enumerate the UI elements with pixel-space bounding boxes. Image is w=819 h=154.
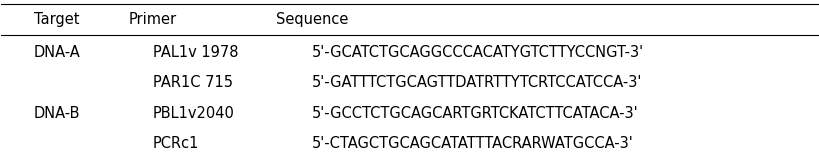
Text: PBL1v2040: PBL1v2040 (152, 105, 234, 121)
Text: DNA-B: DNA-B (34, 105, 80, 121)
Text: DNA-A: DNA-A (34, 45, 81, 60)
Text: PAR1C 715: PAR1C 715 (152, 75, 233, 90)
Text: Sequence: Sequence (275, 12, 348, 27)
Text: Target: Target (34, 12, 79, 27)
Text: PAL1v 1978: PAL1v 1978 (152, 45, 238, 60)
Text: 5'-GCCTCTGCAGCARTGRTCKATCTTCATACA-3': 5'-GCCTCTGCAGCARTGRTCKATCTTCATACA-3' (311, 105, 638, 121)
Text: PCRc1: PCRc1 (152, 136, 199, 151)
Text: 5'-GCATCTGCAGGCCCACATYGTCTTYCCNGT-3': 5'-GCATCTGCAGGCCCACATYGTCTTYCCNGT-3' (311, 45, 643, 60)
Text: Primer: Primer (129, 12, 176, 27)
Text: 5'-CTAGCTGCAGCATATTTACRARWATGCCA-3': 5'-CTAGCTGCAGCATATTTACRARWATGCCA-3' (311, 136, 633, 151)
Text: 5'-GATTTCTGCAGTTDATRTTYTCRTCCATCCA-3': 5'-GATTTCTGCAGTTDATRTTYTCRTCCATCCA-3' (311, 75, 641, 90)
